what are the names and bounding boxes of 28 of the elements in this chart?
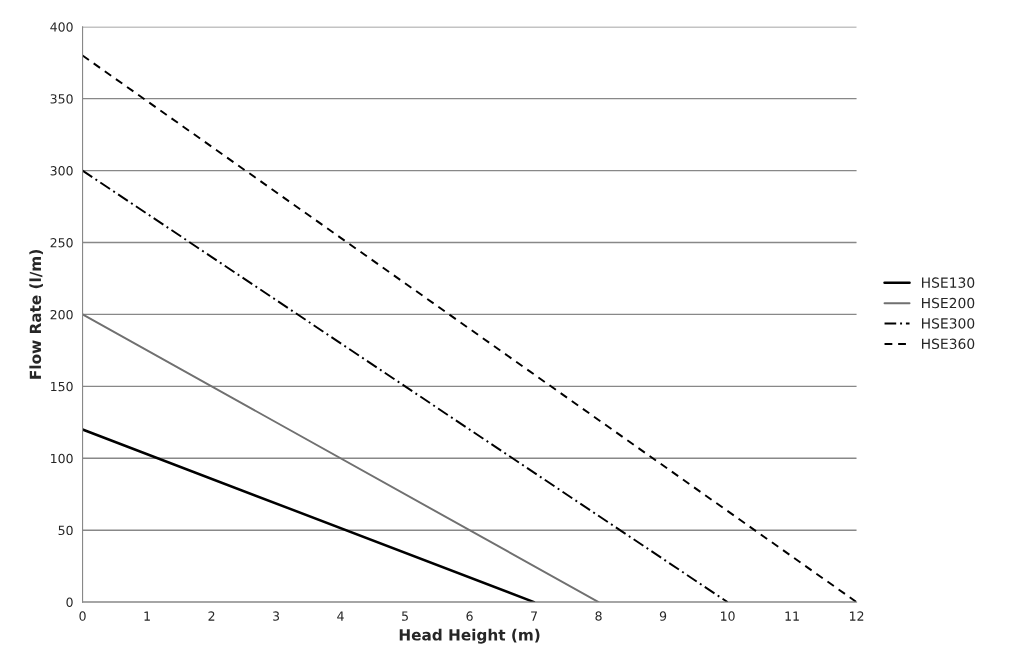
legend-label: HSE200 (922, 297, 975, 309)
x-tick-label: 11 (785, 611, 799, 621)
x-tick-label: 9 (659, 611, 667, 621)
x-tick-label: 4 (337, 611, 344, 621)
y-tick-label: 150 (51, 381, 73, 392)
y-axis-title: Flow Rate (l/m) (29, 250, 43, 379)
x-tick-label: 1 (144, 611, 150, 621)
y-tick-label: 350 (50, 94, 73, 104)
x-tick-label: 7 (531, 611, 537, 621)
y-tick-label: 50 (58, 525, 73, 536)
y-tick-label: 200 (50, 309, 73, 320)
legend-label: HSE130 (922, 277, 975, 288)
y-tick-label: 0 (66, 597, 73, 608)
legend-label: HSE360 (922, 338, 975, 350)
y-tick-label: 100 (51, 453, 73, 464)
legend-label: HSE300 (922, 318, 975, 329)
x-tick-label: 12 (849, 611, 864, 621)
x-axis-title: Head Height (m) (399, 628, 540, 644)
x-tick-label: 0 (79, 611, 86, 621)
x-tick-label: 2 (208, 611, 215, 621)
x-tick-label: 10 (720, 611, 735, 621)
y-tick-label: 300 (50, 166, 73, 176)
y-tick-label: 250 (50, 237, 73, 248)
x-tick-label: 6 (466, 611, 473, 621)
x-tick-label: 3 (273, 611, 280, 621)
y-tick-label: 400 (50, 22, 73, 32)
x-tick-label: 5 (402, 611, 408, 621)
x-tick-label: 8 (595, 611, 602, 621)
